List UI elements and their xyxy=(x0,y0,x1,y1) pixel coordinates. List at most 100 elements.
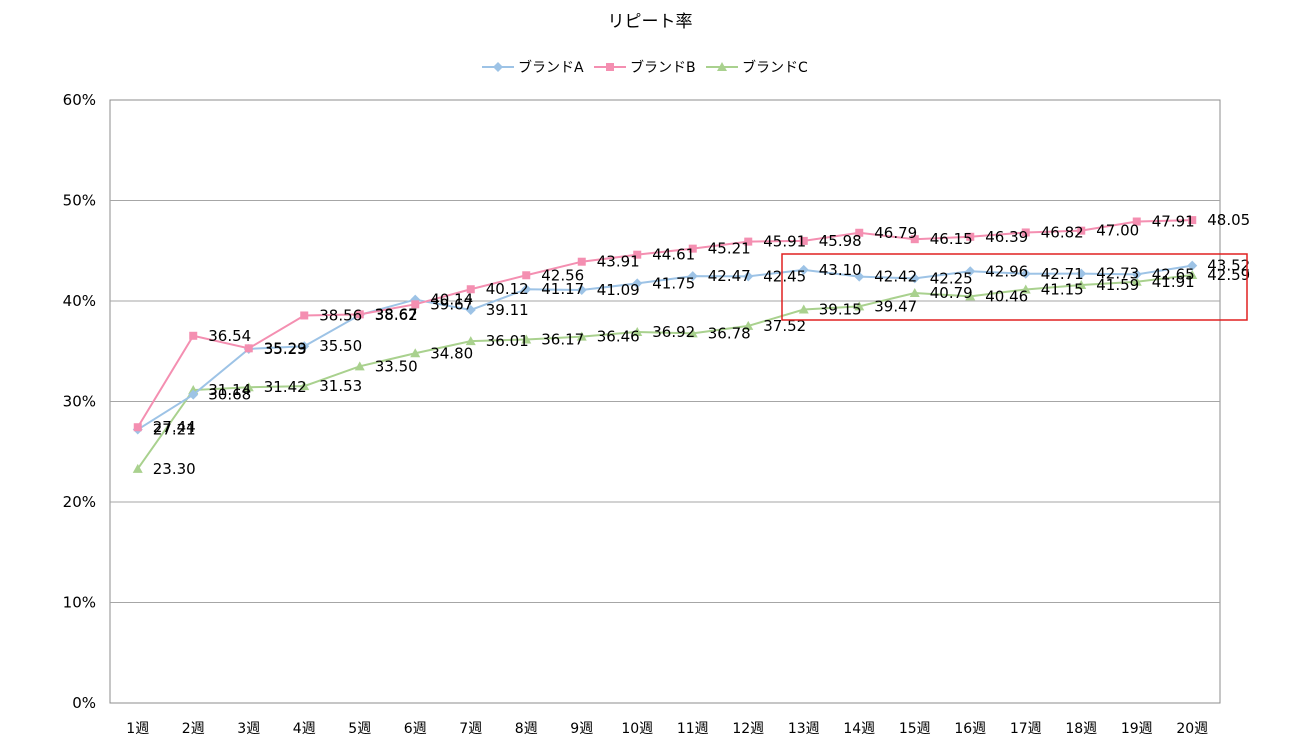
y-tick-label: 40% xyxy=(63,292,96,310)
data-point xyxy=(1187,269,1198,279)
data-label: 43.91 xyxy=(597,253,640,271)
x-tick-label: 11週 xyxy=(677,721,709,737)
x-tick-label: 14週 xyxy=(843,721,875,737)
data-point xyxy=(466,285,475,294)
x-axis: 1週 2週 3週 4週 5週 6週 7週 8週 9週 10週 11週 12週 13週 14週 15週 16週 1… xyxy=(126,721,1208,737)
legend: ブランドA ブランドB ブランドC xyxy=(482,59,808,76)
data-label: 35.23 xyxy=(264,340,307,358)
data-label: 42.42 xyxy=(874,268,917,286)
data-label: 47.00 xyxy=(1096,222,1139,240)
data-point xyxy=(244,344,253,353)
data-point xyxy=(854,301,865,311)
data-label: 38.62 xyxy=(375,306,418,324)
data-label: 31.42 xyxy=(264,378,307,396)
x-tick-label: 9週 xyxy=(570,721,593,737)
data-label: 43.10 xyxy=(819,261,862,279)
legend-label: ブランドB xyxy=(630,59,696,76)
data-label: 41.75 xyxy=(652,274,695,292)
data-label: 45.98 xyxy=(819,232,862,250)
data-point xyxy=(798,264,809,275)
legend-item: ブランドA xyxy=(482,59,584,76)
x-tick-label: 2週 xyxy=(182,721,205,737)
legend-item: ブランドB xyxy=(594,59,696,76)
data-label: 45.91 xyxy=(763,233,806,251)
x-tick-label: 4週 xyxy=(293,721,316,737)
data-point xyxy=(632,278,643,289)
data-point xyxy=(189,331,198,340)
data-point xyxy=(1076,268,1087,279)
x-tick-label: 6週 xyxy=(404,721,427,737)
data-label: 36.92 xyxy=(652,323,695,341)
data-label: 23.30 xyxy=(153,460,196,478)
data-label: 36.78 xyxy=(708,324,751,342)
data-point xyxy=(411,300,420,309)
data-point xyxy=(577,257,586,266)
series-line xyxy=(136,273,1193,470)
data-point xyxy=(465,304,476,315)
data-label: 45.21 xyxy=(708,240,751,258)
x-tick-label: 16週 xyxy=(954,721,986,737)
data-label: 41.09 xyxy=(597,281,640,299)
data-label: 40.79 xyxy=(930,284,973,302)
data-label: 39.67 xyxy=(430,295,473,313)
x-tick-label: 8週 xyxy=(515,721,538,737)
x-tick-label: 12週 xyxy=(732,721,764,737)
data-point xyxy=(299,381,310,391)
legend-item: ブランドC xyxy=(706,59,808,76)
data-label: 42.96 xyxy=(985,262,1028,280)
series-2 xyxy=(132,269,1198,473)
data-label: 42.65 xyxy=(1152,265,1195,283)
data-point xyxy=(854,271,865,282)
data-label: 47.91 xyxy=(1152,213,1195,231)
data-point xyxy=(717,62,727,71)
data-label: 38.56 xyxy=(319,306,362,324)
data-point xyxy=(243,382,254,392)
data-label: 42.25 xyxy=(930,269,973,287)
data-point xyxy=(1077,226,1086,235)
data-point xyxy=(355,310,364,319)
data-label: 27.21 xyxy=(153,421,196,439)
data-label: 42.47 xyxy=(708,267,751,285)
data-point xyxy=(522,271,531,280)
y-tick-label: 0% xyxy=(72,694,96,712)
data-point xyxy=(576,331,587,341)
series-line xyxy=(136,219,1193,428)
data-point xyxy=(743,320,754,330)
data-point xyxy=(910,235,919,244)
data-point xyxy=(965,266,976,277)
data-point xyxy=(1020,284,1031,294)
data-point xyxy=(1187,260,1198,271)
data-point xyxy=(1131,276,1142,286)
legend-label: ブランドA xyxy=(518,59,584,76)
data-point xyxy=(493,62,503,72)
data-label: 41.91 xyxy=(1152,273,1195,291)
data-label: 41.15 xyxy=(1041,280,1084,298)
data-label: 30.68 xyxy=(208,386,251,404)
data-point xyxy=(743,271,754,282)
series-1 xyxy=(133,216,1197,432)
x-tick-label: 7週 xyxy=(459,721,482,737)
data-label: 39.11 xyxy=(486,301,529,319)
data-point xyxy=(188,389,199,400)
data-point xyxy=(1188,216,1197,225)
y-axis: 0% 10% 20% 30% 40% 50% 60% xyxy=(63,91,96,712)
data-point xyxy=(1131,269,1142,280)
data-point xyxy=(688,244,697,253)
data-label: 41.17 xyxy=(541,280,584,298)
data-point xyxy=(354,361,365,371)
data-label: 40.12 xyxy=(486,280,529,298)
data-label: 46.79 xyxy=(874,224,917,242)
data-point xyxy=(576,285,587,296)
data-point xyxy=(965,291,976,301)
data-point xyxy=(299,341,310,352)
gridlines xyxy=(110,200,1220,603)
data-label: 46.39 xyxy=(985,228,1028,246)
data-point xyxy=(300,311,309,320)
data-label: 44.61 xyxy=(652,246,695,264)
highlight-box xyxy=(781,253,1248,321)
data-label: 39.47 xyxy=(874,297,917,315)
data-point xyxy=(606,63,614,71)
data-point xyxy=(633,250,642,259)
data-point xyxy=(798,304,809,314)
